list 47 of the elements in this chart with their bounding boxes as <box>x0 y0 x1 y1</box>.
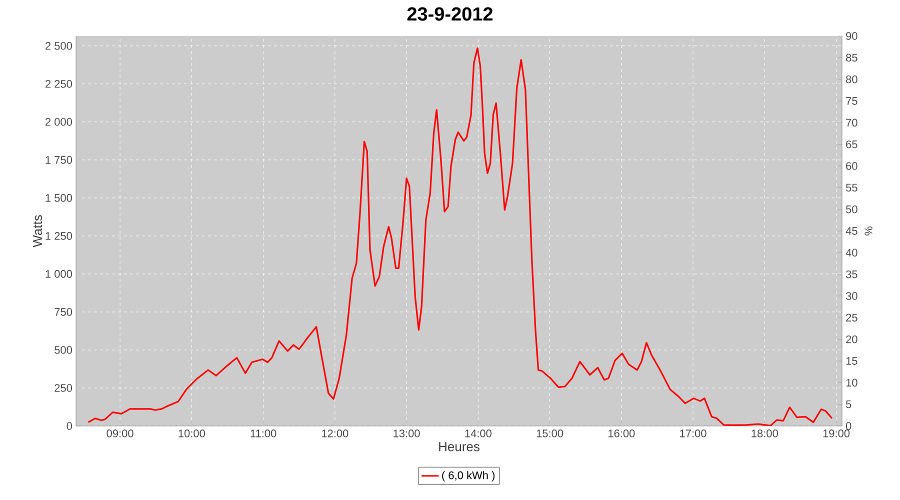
y-tick-label: 1 250 <box>46 232 72 240</box>
y2-tick-label: 30 <box>846 292 858 300</box>
y-tick-label: 1 500 <box>46 194 72 202</box>
y2-tick-label: 80 <box>846 75 858 84</box>
y2-tick-label: 85 <box>846 54 858 62</box>
x-tick-label: 13:00 <box>394 430 420 438</box>
y2-tick-label: 20 <box>846 335 858 344</box>
y2-tick-label: 15 <box>846 357 858 365</box>
chart-title: 23-9-2012 <box>407 7 493 21</box>
y2-tick-label: 45 <box>846 227 858 235</box>
y-tick-label: 2 250 <box>46 80 72 88</box>
x-tick-label: 15:00 <box>536 430 564 438</box>
y2-tick-label: 50 <box>846 205 858 214</box>
y-tick-label: 2 000 <box>46 118 72 126</box>
x-tick-label: 10:00 <box>178 430 205 438</box>
x-tick-label: 12:00 <box>322 430 348 438</box>
y2-tick-label: 55 <box>846 184 858 192</box>
y2-tick-label: 25 <box>846 314 858 322</box>
y-tick-label: 500 <box>54 346 72 354</box>
x-tick-label: 09:00 <box>106 430 134 438</box>
y2-tick-label: 40 <box>846 248 858 257</box>
y-tick-label: 750 <box>54 308 72 316</box>
x-tick-label: 17:00 <box>680 430 706 438</box>
y2-tick-label: 0 <box>846 422 852 430</box>
x-tick-label: 16:00 <box>608 430 635 438</box>
y-tick-label: 1 000 <box>46 270 72 278</box>
y-tick-label: 2 500 <box>46 42 72 50</box>
y2-tick-label: 75 <box>846 97 858 105</box>
x-tick-label: 14:00 <box>465 430 492 438</box>
x-tick-label: 11:00 <box>250 430 276 438</box>
y2-tick-label: 60 <box>846 162 858 170</box>
y2-tick-label: 5 <box>846 400 852 408</box>
x-axis-title: Heures <box>439 442 480 452</box>
y2-tick-label: 90 <box>846 32 858 40</box>
y-tick-label: 250 <box>54 384 72 392</box>
x-tick-label: 18:00 <box>752 430 778 438</box>
y2-axis-title: % <box>864 226 872 236</box>
y-tick-label: 0 <box>66 422 72 430</box>
y2-tick-label: 10 <box>846 378 858 387</box>
y2-tick-label: 35 <box>846 270 858 278</box>
y2-tick-label: 70 <box>846 118 858 127</box>
legend-label: ( 6,0 kWh ) <box>442 471 495 482</box>
y-tick-label: 1 750 <box>46 156 72 164</box>
line-series <box>88 47 833 426</box>
y2-tick-label: 65 <box>846 140 858 148</box>
x-tick-label: 19:00 <box>823 430 850 438</box>
y-axis-title: Watts <box>33 215 42 248</box>
